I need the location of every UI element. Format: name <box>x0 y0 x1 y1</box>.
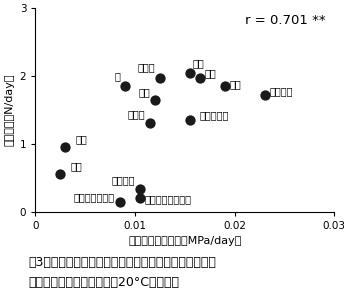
Point <box>137 196 143 201</box>
Point <box>152 97 158 102</box>
Text: はつあき: はつあき <box>270 86 293 96</box>
Point <box>187 70 192 75</box>
Text: ピンクレディー: ピンクレディー <box>74 192 115 202</box>
Y-axis label: 軟化速度（N/day）: 軟化速度（N/day） <box>4 74 14 146</box>
Text: ふじ: ふじ <box>70 161 82 171</box>
Text: 王林: 王林 <box>205 68 217 78</box>
Text: 国光: 国光 <box>138 87 150 97</box>
X-axis label: 膨圧の減少速度　（MPa/day）: 膨圧の減少速度 （MPa/day） <box>128 236 241 246</box>
Text: つがる: つがる <box>137 63 155 73</box>
Point <box>122 84 128 88</box>
Text: きたろう: きたろう <box>112 175 135 185</box>
Text: r = 0.701 **: r = 0.701 ** <box>245 14 326 27</box>
Point <box>187 118 192 122</box>
Point <box>262 93 267 97</box>
Point <box>197 76 203 80</box>
Point <box>147 121 153 126</box>
Text: 印度: 印度 <box>193 58 205 68</box>
Text: こうたろう: こうたろう <box>200 110 229 120</box>
Point <box>62 145 68 150</box>
Point <box>117 199 123 204</box>
Point <box>157 76 163 80</box>
Text: 膨圧の減少速度との関係（20°Cで谯蔵）: 膨圧の減少速度との関係（20°Cで谯蔵） <box>28 276 179 289</box>
Text: 図3　粉質化しない品種における、収穫後の軟化速度と: 図3 粉質化しない品種における、収穫後の軟化速度と <box>28 256 216 269</box>
Text: シナノゴールド・: シナノゴールド・ <box>145 194 192 204</box>
Point <box>57 172 63 177</box>
Text: 紅玉: 紅玉 <box>230 80 242 90</box>
Point <box>222 84 228 88</box>
Point <box>137 187 143 192</box>
Text: 千秋: 千秋 <box>75 134 87 144</box>
Text: 恵: 恵 <box>114 71 120 81</box>
Text: きおう: きおう <box>127 109 145 119</box>
